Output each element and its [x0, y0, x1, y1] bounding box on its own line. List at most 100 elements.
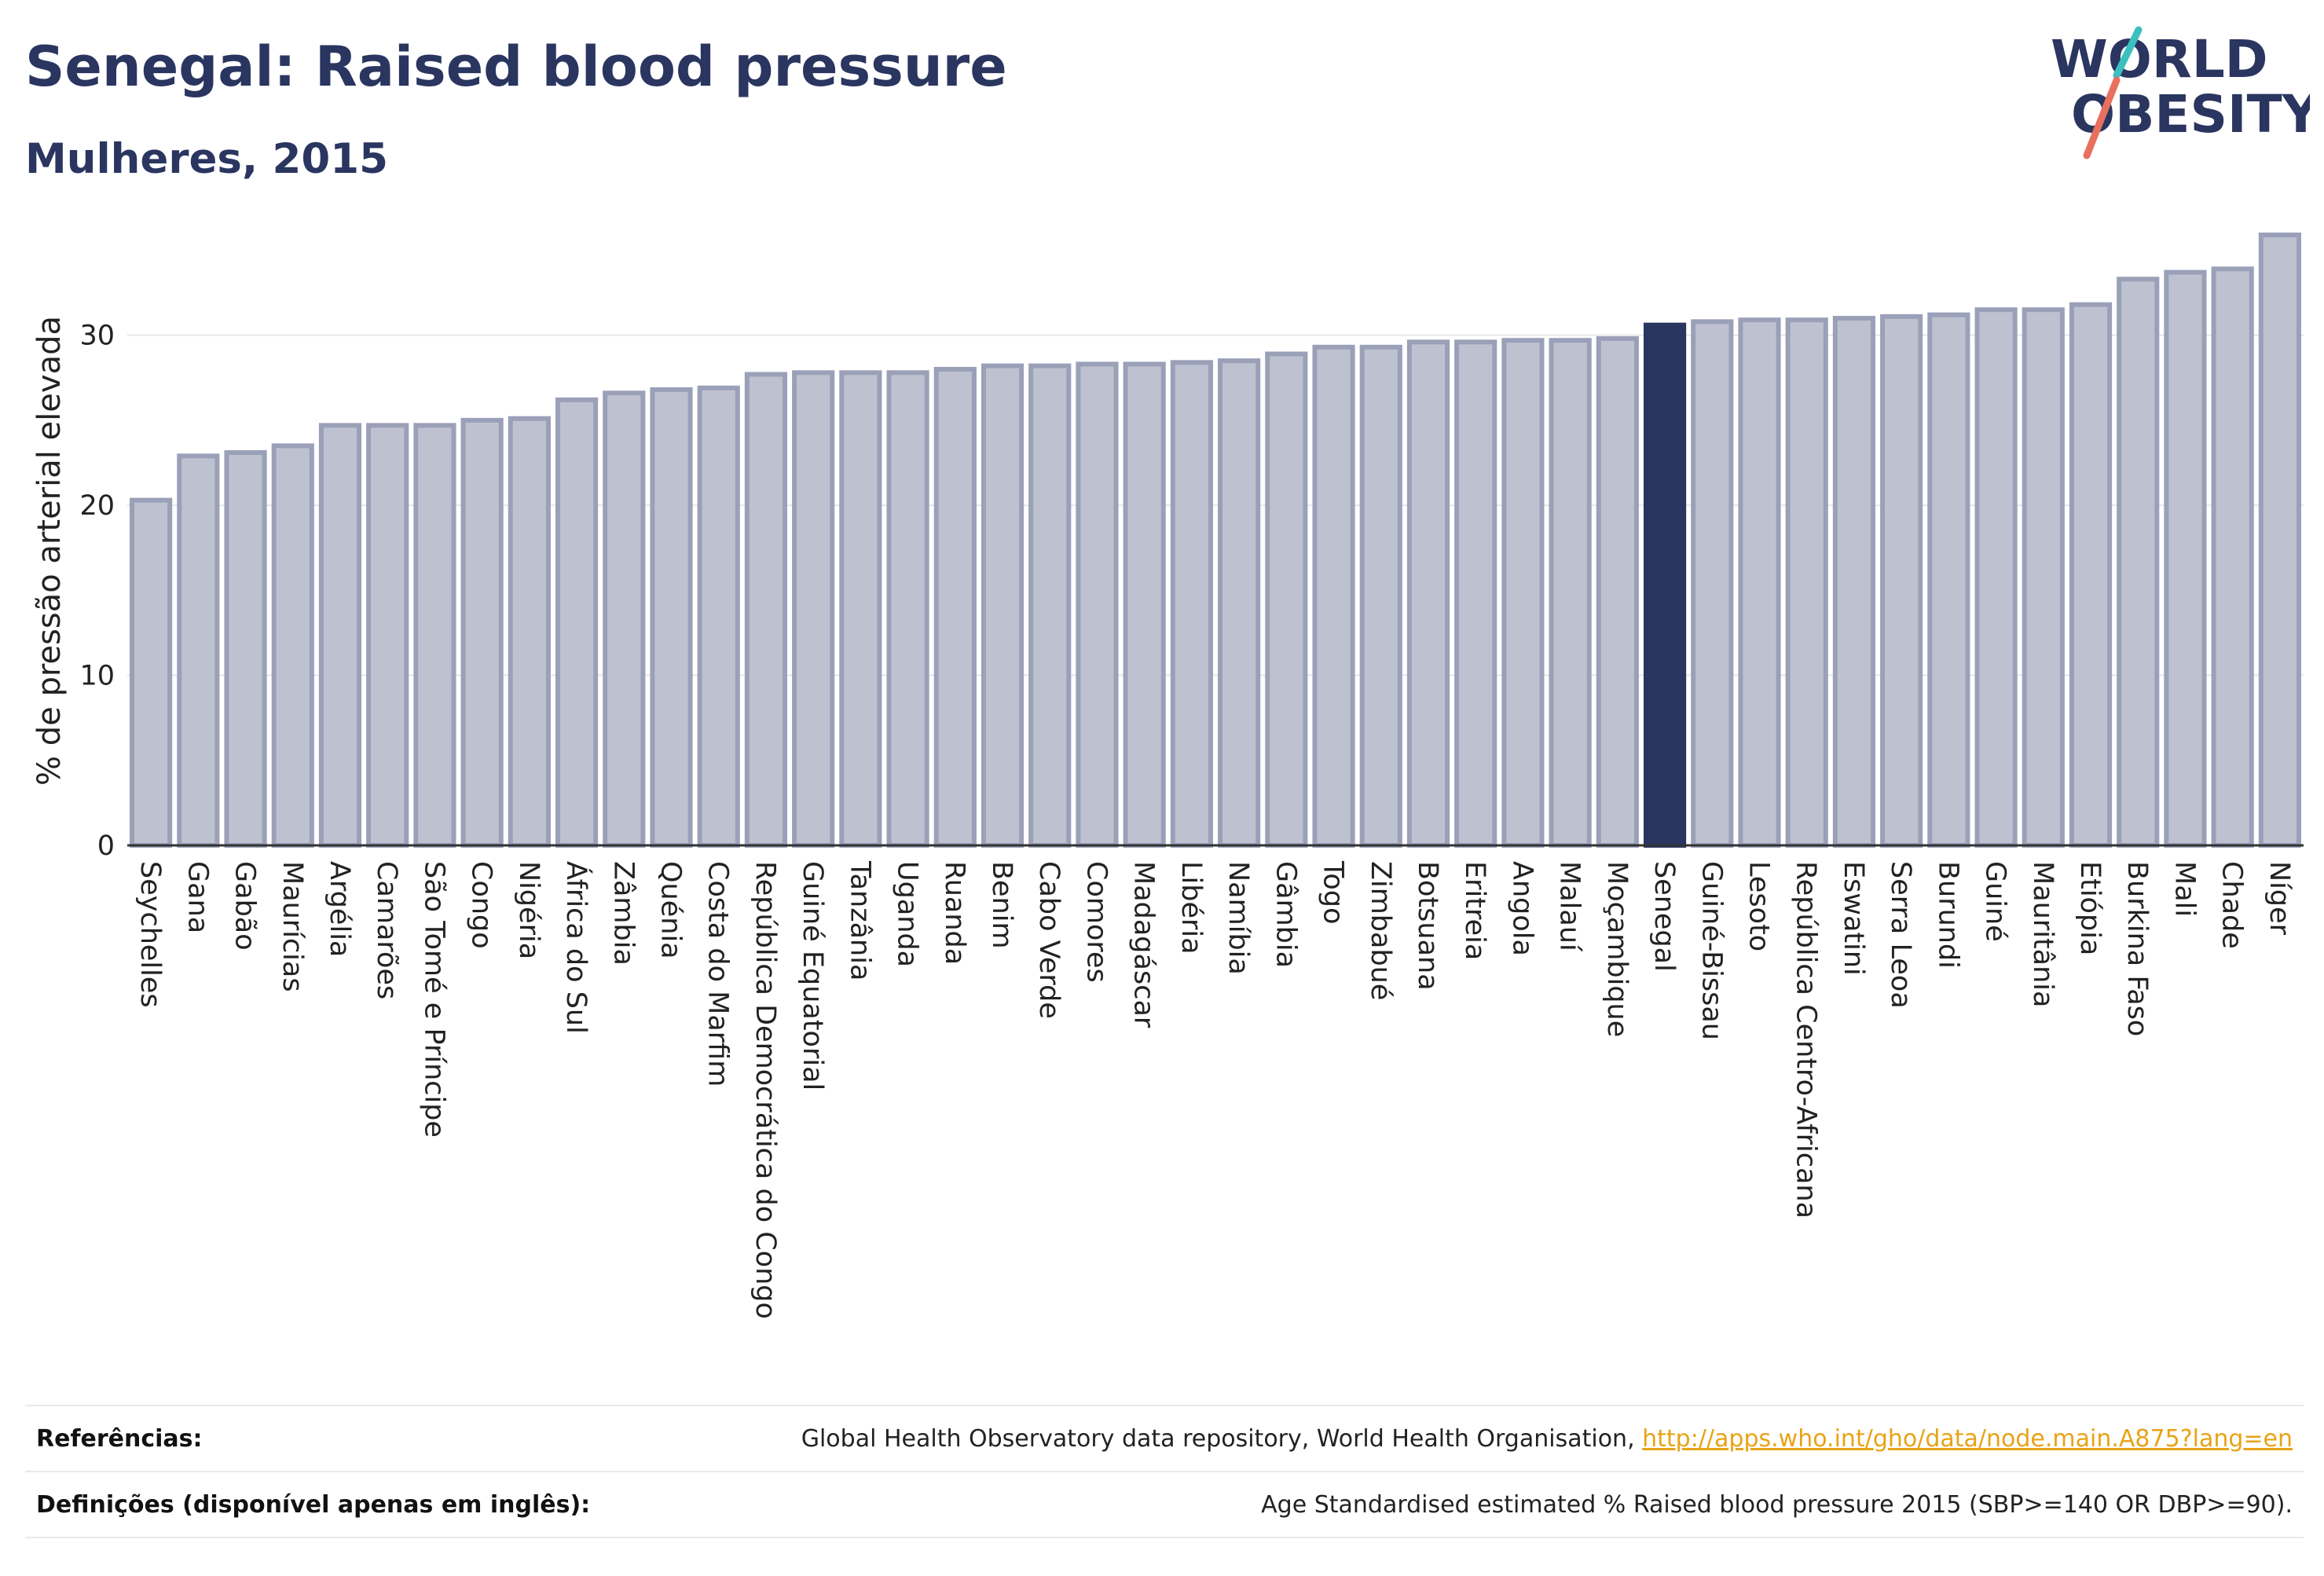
y-tick-labels: 0 10 20 30 — [79, 321, 115, 862]
x-tick-label: Zâmbia — [607, 861, 639, 966]
x-tick-label: Botsuana — [1412, 861, 1443, 991]
bar — [1170, 360, 1213, 848]
x-tick-label: Costa do Marfim — [702, 861, 734, 1087]
y-tick-label: 20 — [79, 490, 115, 522]
x-tick-label: Madagáscar — [1128, 861, 1160, 1028]
x-tick-label: Uganda — [892, 861, 923, 967]
x-tick-label: Namíbia — [1222, 861, 1254, 975]
x-tick-label: Eswatini — [1838, 861, 1869, 976]
references-row: Referências: Global Health Observatory d… — [25, 1405, 2304, 1471]
x-tick-label: Togo — [1318, 860, 1349, 924]
y-tick-label: 0 — [97, 830, 115, 862]
footer: Referências: Global Health Observatory d… — [25, 1405, 2304, 1538]
bar — [1218, 358, 1261, 848]
x-tick-label: Serra Leoa — [1885, 861, 1916, 1009]
bar — [1738, 317, 1781, 848]
bar-highlight — [1643, 322, 1687, 848]
bar — [460, 417, 504, 848]
y-tick-label: 30 — [79, 321, 115, 352]
definitions-row: Definições (disponível apenas em inglês)… — [25, 1471, 2304, 1538]
x-tick-label: Comores — [1080, 861, 1112, 983]
x-tick-label: Argélia — [324, 861, 355, 957]
x-tick-label: Burkina Faso — [2121, 861, 2153, 1036]
x-tick-label: Burundi — [1932, 861, 1963, 969]
y-tick-label: 10 — [79, 661, 115, 692]
bar — [1123, 361, 1166, 848]
x-tick-label: Gabão — [229, 861, 261, 951]
bar — [1076, 361, 1119, 848]
bar — [508, 416, 551, 848]
bar — [933, 366, 977, 848]
references-label: Referências: — [36, 1424, 203, 1453]
bar — [1359, 344, 1402, 848]
x-tick-label: Angola — [1506, 861, 1538, 956]
bar — [1974, 307, 2018, 848]
y-axis-title: % de pressão arterial elevada — [31, 316, 68, 786]
x-tick-label: Tanzânia — [844, 860, 875, 980]
bar — [1028, 363, 1072, 848]
bar — [1549, 338, 1592, 848]
bar — [2258, 232, 2301, 848]
x-tick-label: Guiné-Bissau — [1695, 861, 1727, 1040]
x-tick-label: Ruanda — [939, 861, 970, 965]
bar — [1265, 351, 1308, 848]
logo-slash-teal — [2113, 26, 2143, 79]
bar — [1927, 312, 1970, 848]
x-tick-label: Zimbabué — [1365, 861, 1396, 1000]
x-tick-label: Etiópia — [2074, 861, 2106, 955]
x-tick-label: Gâmbia — [1270, 861, 1301, 968]
bar — [130, 497, 173, 848]
bar — [271, 443, 314, 848]
x-tick-label: Malauí — [1554, 861, 1585, 952]
x-tick-label: Lesoto — [1743, 861, 1775, 951]
x-tick-labels: Seychelles Gana Gabão Maurícias Argélia Camar… — [134, 860, 2295, 1319]
x-tick-label: Congo — [466, 861, 497, 949]
x-tick-label: Nigéria — [513, 861, 544, 959]
definitions-label: Definições (disponível apenas em inglês)… — [36, 1490, 591, 1519]
x-tick-label: Eritreia — [1459, 861, 1490, 960]
chart-title: Senegal: Raised blood pressure — [25, 35, 1007, 99]
logo-line1: WORLD — [2051, 29, 2268, 90]
bars — [130, 232, 2301, 848]
x-tick-label: República Democrática do Congo — [750, 861, 781, 1319]
bar — [1501, 338, 1545, 848]
bar — [177, 453, 220, 848]
x-tick-label: Mali — [2168, 861, 2200, 917]
bar-chart: Seychelles Gana Gabão Maurícias Argélia Camar… — [31, 232, 2304, 1319]
bar — [1691, 319, 1734, 848]
bar — [2211, 266, 2254, 848]
x-tick-label: África do Sul — [560, 861, 593, 1034]
x-tick-label: Guiné — [1980, 861, 2011, 942]
bar — [603, 390, 646, 848]
x-tick-label: Maurícias — [277, 861, 308, 992]
bar — [366, 423, 409, 848]
bar — [1785, 317, 1828, 848]
chart-subtitle: Mulheres, 2015 — [25, 135, 389, 183]
bar — [1596, 336, 1639, 848]
references-value: Global Health Observatory data repositor… — [801, 1425, 2293, 1453]
x-tick-label: Camarões — [371, 861, 402, 999]
world-obesity-logo: WORLD OBESITY — [2051, 26, 2310, 159]
references-link[interactable]: http://apps.who.int/gho/data/node.main.A… — [1642, 1424, 2293, 1453]
x-tick-label: Chade — [2216, 861, 2248, 949]
bar — [839, 370, 882, 848]
bar — [224, 450, 267, 848]
bar — [981, 363, 1025, 848]
definitions-text: Age Standardised estimated % Raised bloo… — [1261, 1490, 2293, 1519]
bar — [555, 397, 599, 848]
x-tick-label: Seychelles — [134, 861, 166, 1008]
bar — [413, 423, 456, 848]
x-tick-label: Moçambique — [1601, 861, 1633, 1037]
x-tick-label: Níger — [2264, 861, 2295, 936]
x-tick-label: Senegal — [1648, 861, 1680, 972]
x-tick-label: Gana — [181, 861, 213, 933]
x-tick-label: Benim — [986, 861, 1017, 949]
x-tick-label: República Centro-Africana — [1791, 861, 1822, 1219]
x-tick-label: Quénia — [655, 861, 687, 959]
x-tick-label: Guiné Equatorial — [797, 861, 828, 1090]
bar — [650, 387, 693, 848]
bar — [2164, 269, 2207, 848]
bar — [1312, 344, 1355, 848]
bar — [886, 370, 929, 848]
bar — [1454, 339, 1497, 848]
